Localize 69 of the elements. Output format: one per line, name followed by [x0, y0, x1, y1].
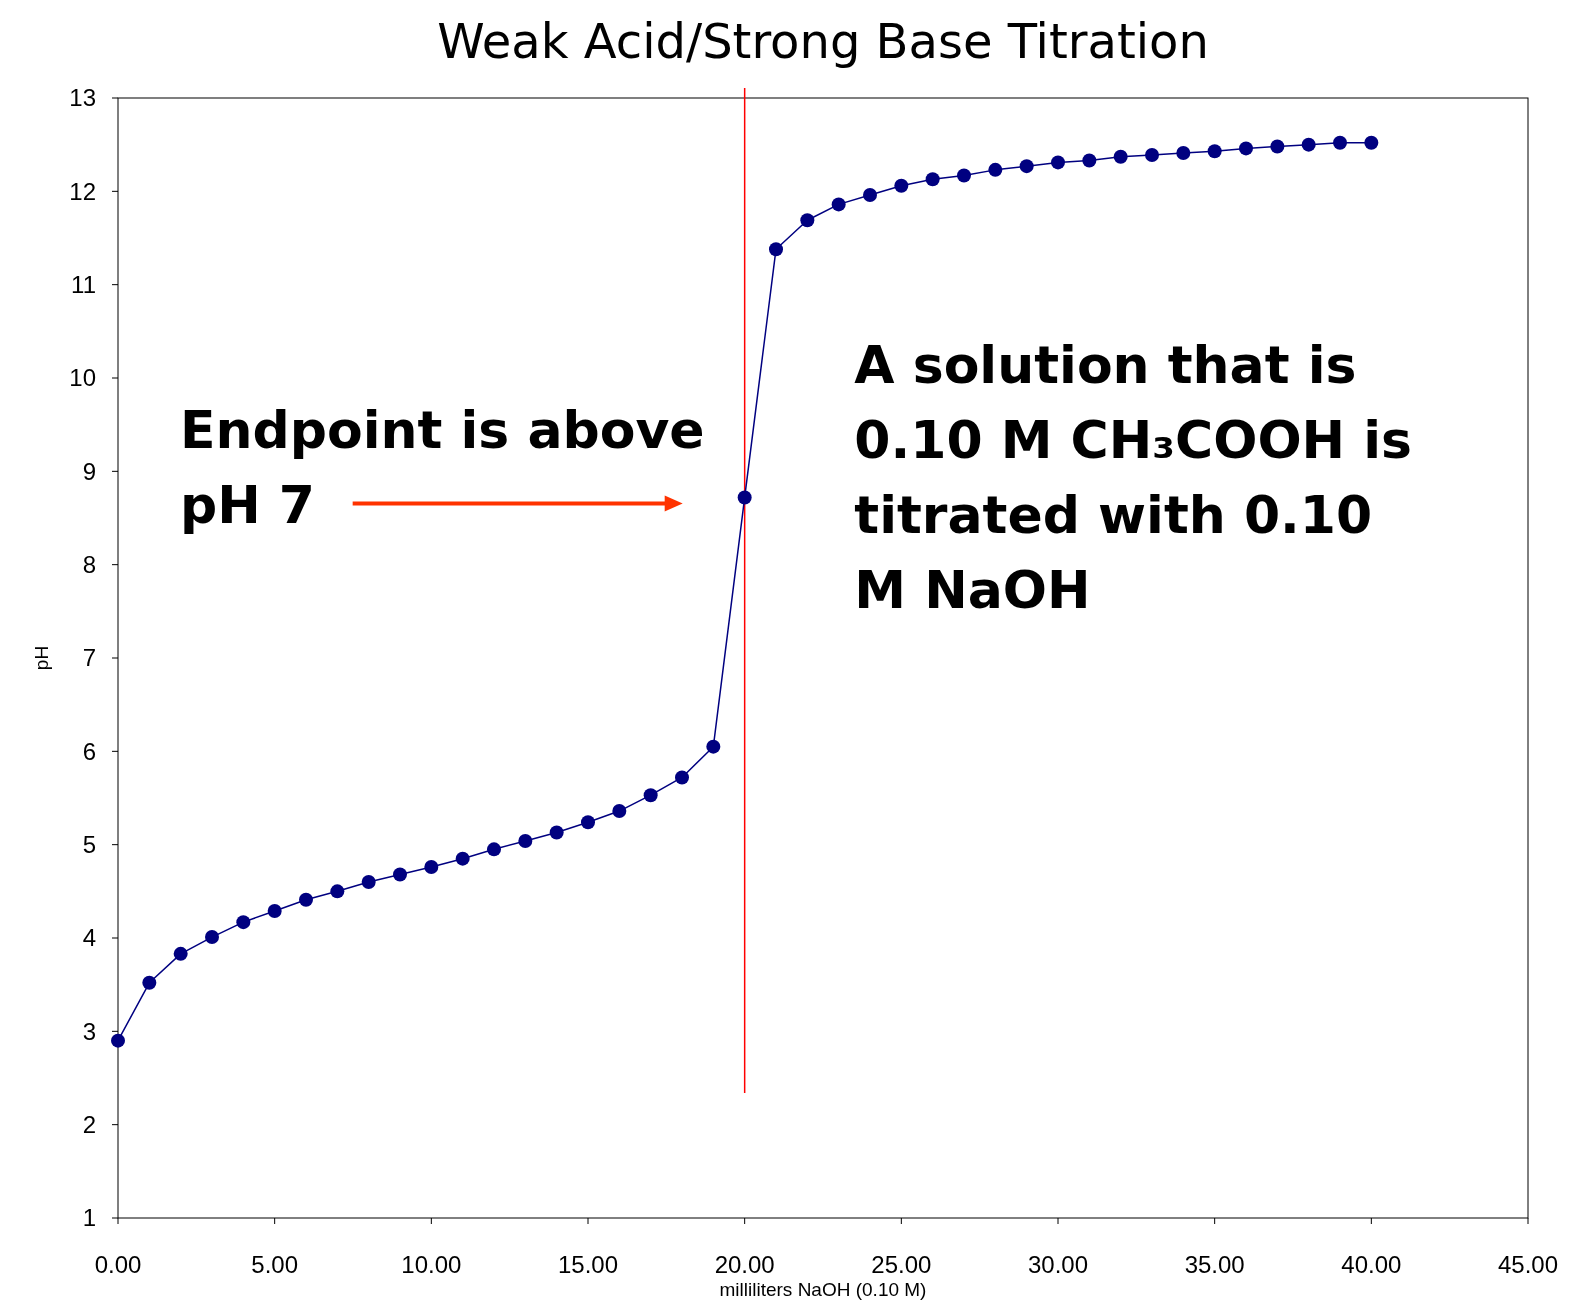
point — [1113, 149, 1128, 164]
y-tick-label: 9 — [82, 457, 96, 485]
point — [1176, 146, 1191, 161]
point — [267, 903, 282, 918]
point — [581, 815, 595, 830]
point — [831, 197, 846, 212]
point — [643, 788, 658, 803]
y-tick-label: 10 — [69, 364, 96, 392]
point — [800, 213, 815, 228]
point — [1082, 153, 1097, 168]
point — [205, 930, 219, 945]
point — [863, 188, 877, 203]
point — [518, 833, 533, 848]
y-tick-label: 11 — [71, 271, 96, 299]
point — [769, 242, 783, 257]
annotation: Endpoint is above pH 7 — [180, 400, 705, 536]
y-tick-label: 5 — [82, 831, 96, 859]
point — [487, 842, 501, 857]
y-tick-label: 8 — [82, 551, 96, 579]
x-tick-label: 35.00 — [1184, 1251, 1245, 1278]
point — [957, 168, 971, 183]
x-tick-label: 25.00 — [871, 1251, 932, 1278]
point — [1270, 139, 1285, 154]
point — [393, 867, 407, 882]
point — [1301, 137, 1316, 152]
point — [330, 884, 345, 899]
point — [549, 825, 564, 840]
x-tick-label: 40.00 — [1341, 1251, 1402, 1278]
point — [1333, 135, 1347, 150]
x-tick-label: 20.00 — [714, 1251, 775, 1278]
point — [925, 172, 940, 187]
point — [1051, 155, 1065, 170]
point — [299, 892, 313, 907]
y-tick-label: 3 — [82, 1017, 96, 1045]
point — [142, 975, 157, 990]
x-tick-label: 15.00 — [557, 1251, 619, 1278]
x-tick-label: 30.00 — [1027, 1251, 1089, 1278]
point — [675, 770, 689, 785]
point — [361, 875, 376, 889]
x-tick-label: 10.00 — [401, 1251, 462, 1278]
y-tick-label: 7 — [82, 644, 96, 672]
point — [424, 860, 439, 875]
y-tick-label: 2 — [82, 1111, 96, 1139]
point — [612, 804, 627, 819]
point — [1207, 144, 1222, 159]
y-tick-label: 6 — [82, 737, 96, 765]
point — [1364, 135, 1379, 150]
point — [455, 851, 470, 866]
point — [706, 739, 721, 754]
point — [236, 915, 251, 930]
point — [173, 946, 188, 961]
x-tick-label: 45.00 — [1497, 1251, 1559, 1278]
y-tick-label: 13 — [69, 84, 96, 112]
point — [1239, 141, 1253, 156]
annotation: A solution that is 0.10 M CH₃COOH is titrated with 0.10 M NaOH — [854, 334, 1413, 620]
y-axis-title: pH — [31, 645, 52, 671]
x-axis-title: milliliters NaOH (0.10 M) — [719, 1279, 927, 1300]
point — [1019, 159, 1034, 174]
point — [988, 162, 1003, 177]
point — [737, 490, 752, 505]
point — [894, 178, 909, 193]
chart-title: Weak Acid/Strong Base Titration — [437, 13, 1209, 69]
y-tick-label: 12 — [69, 177, 96, 205]
x-tick-label: 5.00 — [251, 1251, 299, 1278]
y-tick-label: 1 — [82, 1204, 96, 1232]
y-tick-label: 4 — [82, 924, 96, 952]
point — [111, 1033, 125, 1048]
x-tick-label: 0.00 — [94, 1251, 142, 1278]
point — [1145, 147, 1159, 162]
